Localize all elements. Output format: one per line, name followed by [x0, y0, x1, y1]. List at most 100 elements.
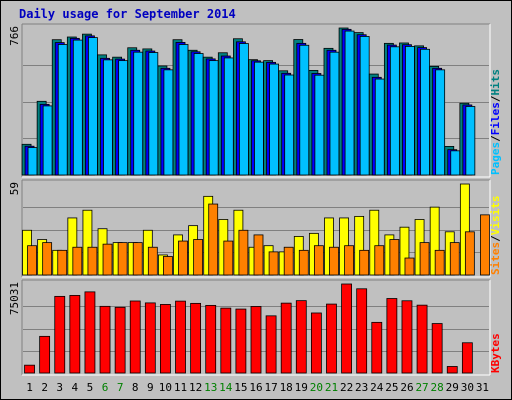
- legend-item: KBytes: [489, 333, 502, 373]
- bar-sites-day-11: [178, 240, 188, 276]
- bar-pages-day-10: [163, 69, 174, 176]
- bar-pages-day-22: [344, 30, 355, 176]
- day-label-1: 1: [26, 381, 33, 394]
- bar-sites-day-19: [298, 249, 309, 276]
- bar-kbytes-day-4: [69, 295, 81, 374]
- day-label-6: 6: [102, 381, 109, 394]
- bar-sites-day-9: [147, 246, 158, 276]
- day-label-13: 13: [204, 381, 217, 394]
- day-label-20: 20: [310, 381, 323, 394]
- bar-pages-day-29: [450, 150, 461, 176]
- bar-kbytes-day-11: [175, 300, 186, 374]
- bar-kbytes-day-20: [310, 312, 322, 374]
- bar-kbytes-day-21: [326, 303, 337, 374]
- day-label-12: 12: [189, 381, 202, 394]
- day-label-28: 28: [431, 381, 444, 394]
- bar-visits-day-23: [354, 215, 365, 276]
- day-label-30: 30: [461, 381, 474, 394]
- bar-kbytes-day-19: [295, 300, 307, 374]
- bar-pages-day-28: [435, 69, 446, 176]
- bar-kbytes-day-24: [371, 321, 383, 374]
- day-label-11: 11: [174, 381, 187, 394]
- bar-pages-day-1: [27, 147, 38, 176]
- bar-pages-day-12: [193, 53, 204, 176]
- bar-pages-day-25: [389, 46, 400, 176]
- bar-pages-day-16: [254, 61, 264, 176]
- bar-pages-day-4: [72, 39, 83, 176]
- bar-pages-day-14: [223, 57, 234, 176]
- bar-kbytes-day-9: [144, 302, 156, 374]
- bar-pages-day-8: [133, 51, 144, 176]
- day-label-9: 9: [147, 381, 154, 394]
- bar-visits-day-21: [324, 217, 334, 276]
- day-label-27: 27: [415, 381, 428, 394]
- bar-sites-day-27: [419, 242, 430, 276]
- bar-sites-day-13: [208, 203, 219, 276]
- bar-pages-day-13: [208, 60, 219, 176]
- bar-pages-day-23: [359, 36, 370, 176]
- bar-kbytes-day-17: [265, 315, 277, 374]
- bar-sites-day-31: [480, 214, 490, 276]
- day-label-15: 15: [234, 381, 247, 394]
- bar-sites-day-28: [434, 249, 445, 276]
- bar-sites-day-18: [283, 246, 294, 276]
- bar-pages-day-11: [178, 44, 189, 176]
- y-max-tick-sites-visits: 59: [8, 182, 21, 195]
- bar-pages-day-15: [239, 43, 249, 176]
- bar-sites-day-21: [329, 246, 339, 276]
- legend-item: /: [489, 235, 502, 242]
- bar-pages-day-7: [118, 60, 129, 176]
- bar-sites-day-26: [404, 257, 415, 276]
- day-label-24: 24: [370, 381, 384, 394]
- bar-pages-day-24: [374, 78, 385, 176]
- day-label-2: 2: [41, 381, 48, 394]
- bar-pages-day-2: [42, 105, 53, 176]
- bar-pages-day-21: [329, 51, 340, 176]
- bar-sites-day-6: [102, 243, 113, 276]
- bar-pages-day-27: [420, 48, 430, 176]
- page-title: Daily usage for September 2014: [19, 7, 236, 21]
- bar-kbytes-day-29: [446, 366, 458, 374]
- legend-item: Hits: [489, 69, 502, 96]
- day-label-17: 17: [264, 381, 277, 394]
- legend-pages-files-hits: Pages/Files/Hits: [489, 69, 502, 175]
- legend-item: Visits: [489, 196, 502, 236]
- y-max-tick-pages-files-hits: 766: [8, 26, 21, 46]
- day-label-22: 22: [340, 381, 353, 394]
- bar-sites-day-5: [87, 246, 98, 276]
- bar-sites-day-20: [313, 245, 324, 276]
- legend-item: /: [489, 135, 502, 142]
- bar-sites-day-16: [253, 234, 264, 276]
- bar-kbytes-day-30: [461, 342, 473, 374]
- bar-sites-day-29: [449, 242, 460, 276]
- day-label-4: 4: [72, 381, 79, 394]
- legend-item: Pages: [489, 142, 502, 175]
- bar-kbytes-day-15: [235, 308, 247, 374]
- bar-sites-day-24: [374, 245, 385, 276]
- day-label-21: 21: [325, 381, 338, 394]
- bar-visits-day-4: [67, 217, 78, 276]
- day-label-23: 23: [355, 381, 368, 394]
- legend-item: Files: [489, 102, 502, 135]
- y-max-tick-kbytes: 75031: [8, 282, 21, 315]
- legend-item: Sites: [489, 242, 502, 275]
- bar-pages-day-9: [148, 52, 159, 176]
- day-label-16: 16: [249, 381, 262, 394]
- bar-kbytes-day-6: [99, 305, 111, 374]
- bar-pages-day-17: [269, 63, 279, 176]
- day-label-3: 3: [56, 381, 63, 394]
- bar-pages-day-5: [88, 37, 98, 176]
- bar-kbytes-day-18: [280, 302, 292, 374]
- bar-kbytes-day-1: [24, 364, 35, 374]
- bar-kbytes-day-12: [190, 302, 202, 374]
- day-label-18: 18: [280, 381, 293, 394]
- bar-kbytes-day-5: [84, 291, 96, 374]
- bar-sites-day-8: [132, 242, 143, 276]
- bar-sites-day-4: [72, 246, 83, 276]
- bar-visits-day-24: [369, 209, 380, 276]
- bar-sites-day-1: [27, 245, 37, 276]
- bar-sites-day-30: [464, 231, 475, 276]
- bar-kbytes-day-2: [39, 335, 51, 374]
- bar-pages-day-18: [284, 74, 295, 176]
